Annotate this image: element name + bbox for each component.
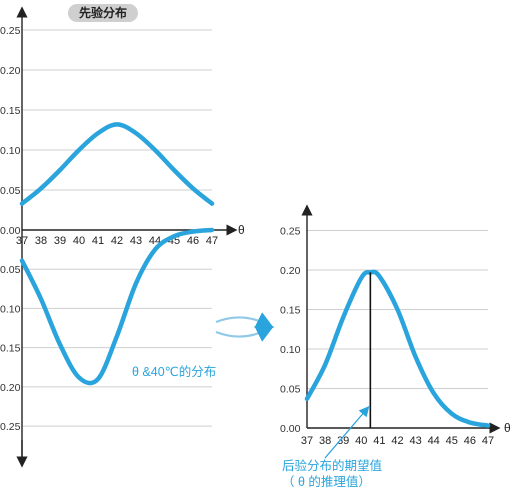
prior-y-tick-label: 0.00 [0, 225, 21, 237]
prior-y-tick-label: 0.25 [0, 25, 21, 37]
posterior-curve [304, 269, 491, 428]
left-x-tick-label: 43 [130, 235, 142, 247]
left-x-tick-label: 41 [92, 235, 104, 247]
posterior-y-tick-label: 0.10 [280, 344, 301, 356]
annotation-pointer-arrow [324, 406, 370, 459]
prior-y-tick-label: 0.15 [0, 105, 21, 117]
posterior-x-ticks: 37 38 39 40 41 42 43 44 45 46 47 [301, 435, 494, 447]
posterior-x-tick-label: 45 [446, 435, 458, 447]
posterior-y-tick-label: 0.00 [280, 423, 301, 435]
likelihood-y-tick-label: 0.05 [0, 264, 21, 276]
left-x-ticks: 37 38 39 40 41 42 43 44 45 46 47 [16, 235, 218, 247]
posterior-x-tick-label: 40 [355, 435, 367, 447]
left-x-tick-label: 37 [16, 235, 28, 247]
posterior-y-tick-label: 0.25 [280, 226, 301, 238]
right-chart-group: θ 0.25 0.20 0.15 0.10 0.05 0.00 37 38 39 40 41 42 4… [280, 204, 511, 488]
posterior-x-tick-label: 44 [428, 435, 440, 447]
likelihood-y-tick-label: 0.25 [0, 421, 21, 433]
prior-grid [22, 29, 212, 191]
posterior-x-tick-label: 42 [391, 435, 403, 447]
posterior-x-tick-label: 38 [319, 435, 331, 447]
likelihood-grid [22, 268, 212, 427]
left-chart-group: θ 0.250.200.150.100.050.00 0.050.100.150… [0, 4, 245, 468]
likelihood-curve [19, 227, 215, 386]
likelihood-y-tick-label: 0.15 [0, 343, 21, 355]
posterior-annotation-line1: 后验分布的期望值 [282, 458, 382, 473]
posterior-x-tick-label: 46 [464, 435, 476, 447]
prior-y-tick-label: 0.10 [0, 145, 21, 157]
posterior-y-tick-label: 0.05 [280, 384, 301, 396]
prior-y-ticks: 0.25 0.20 0.15 0.10 0.05 0.00 [0, 25, 21, 237]
posterior-x-tick-label: 41 [373, 435, 385, 447]
prior-title: 先验分布 [79, 5, 127, 20]
right-x-axis-label: θ [504, 421, 511, 435]
prior-y-tick-label: 0.20 [0, 65, 21, 77]
left-x-tick-label: 42 [111, 235, 123, 247]
left-x-tick-label: 38 [35, 235, 47, 247]
posterior-x-tick-label: 37 [301, 435, 313, 447]
posterior-y-tick-label: 0.20 [280, 265, 301, 277]
posterior-x-tick-label: 47 [482, 435, 494, 447]
posterior-x-tick-label: 43 [409, 435, 421, 447]
posterior-annotation-line2: （ θ 的推理值） [282, 474, 371, 488]
left-x-tick-label: 46 [187, 235, 199, 247]
prior-title-badge [68, 4, 138, 22]
posterior-x-tick-label: 39 [337, 435, 349, 447]
likelihood-y-ticks: 0.05 0.10 0.15 0.20 0.25 [0, 264, 21, 433]
left-x-axis-label: θ [238, 223, 245, 237]
posterior-y-tick-label: 0.15 [280, 305, 301, 317]
posterior-y-ticks: 0.25 0.20 0.15 0.10 0.05 0.00 [280, 226, 301, 436]
crossing-arrows-icon [215, 312, 274, 342]
prior-curve [19, 122, 215, 206]
likelihood-annotation: θ &40℃的分布 [132, 364, 216, 379]
prior-y-tick-label: 0.05 [0, 185, 21, 197]
likelihood-y-tick-label: 0.20 [0, 382, 21, 394]
posterior-grid [307, 230, 488, 389]
left-x-tick-label: 39 [54, 235, 66, 247]
likelihood-y-tick-label: 0.10 [0, 303, 21, 315]
left-x-tick-label: 40 [73, 235, 85, 247]
left-x-tick-label: 47 [206, 235, 218, 247]
